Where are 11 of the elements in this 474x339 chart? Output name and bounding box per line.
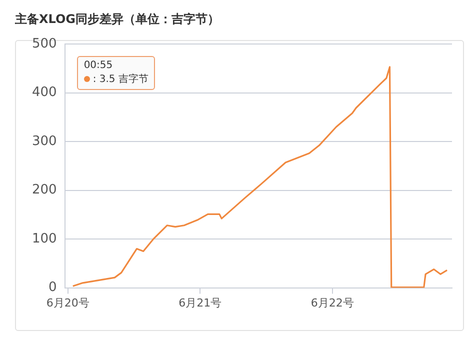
y-tick-label: 400: [32, 85, 57, 100]
x-tick-label: 6月22号: [310, 296, 354, 310]
x-tick-label: 6月21号: [178, 296, 222, 310]
x-tick-label: 6月20号: [46, 296, 90, 310]
y-tick-label: 200: [32, 182, 57, 198]
y-tick-label: 300: [32, 134, 57, 149]
y-tick-label: 500: [32, 36, 57, 52]
y-tick-label: 100: [32, 231, 57, 246]
chart-title: 主备XLOG同步差异（单位：吉字节）: [15, 11, 220, 28]
y-tick-label: 0: [48, 280, 57, 296]
annotation: 00:55 : 3.5 吉字节: [84, 59, 148, 87]
